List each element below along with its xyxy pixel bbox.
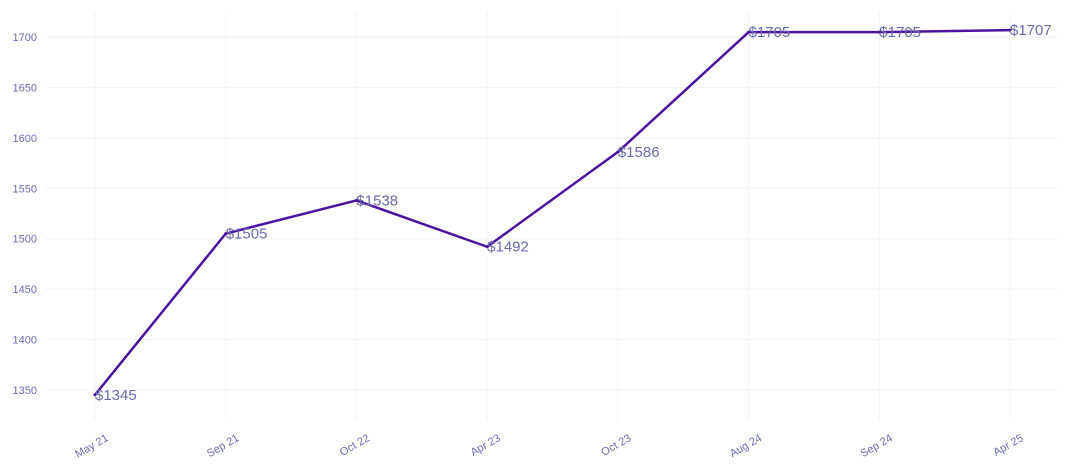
y-tick-label: 1700 bbox=[13, 32, 37, 44]
x-tick-label: May 21 bbox=[73, 432, 110, 460]
data-labels: $1345 $1505 $1538 $1492 $1586 $1705 $1705 $1707 bbox=[95, 22, 1052, 404]
y-tick-label: 1500 bbox=[13, 234, 37, 246]
data-point bbox=[1008, 28, 1012, 32]
data-label: $1705 bbox=[749, 24, 791, 41]
data-point bbox=[877, 30, 881, 34]
series-line bbox=[93, 28, 1012, 397]
data-label: $1345 bbox=[95, 387, 137, 404]
x-tick-label: Oct 23 bbox=[599, 432, 633, 459]
data-point bbox=[354, 198, 358, 202]
data-label: $1707 bbox=[1010, 22, 1052, 39]
data-point bbox=[224, 232, 228, 236]
x-axis-ticks: May 21 Sep 21 Oct 22 Apr 23 Oct 23 Aug 24 Sep … bbox=[73, 432, 1025, 460]
y-gridlines bbox=[45, 36, 1058, 391]
x-tick-label: Apr 25 bbox=[991, 432, 1025, 459]
y-tick-label: 1400 bbox=[13, 334, 37, 346]
x-gridlines bbox=[94, 12, 1011, 420]
data-point bbox=[616, 150, 620, 154]
y-tick-label: 1650 bbox=[13, 83, 37, 95]
data-label: $1586 bbox=[618, 144, 660, 161]
y-tick-label: 1550 bbox=[13, 183, 37, 195]
data-label: $1705 bbox=[879, 24, 921, 41]
series-group bbox=[93, 28, 1012, 397]
y-tick-label: 1450 bbox=[13, 284, 37, 296]
data-point bbox=[747, 30, 751, 34]
data-point bbox=[485, 245, 489, 249]
data-label: $1538 bbox=[356, 192, 398, 209]
data-point bbox=[93, 393, 97, 397]
x-tick-label: Apr 23 bbox=[469, 432, 503, 459]
data-label: $1505 bbox=[226, 226, 268, 243]
y-tick-label: 1600 bbox=[13, 133, 37, 145]
x-tick-label: Sep 24 bbox=[859, 432, 895, 460]
y-tick-label: 1350 bbox=[13, 385, 37, 397]
x-tick-label: Aug 24 bbox=[728, 432, 764, 460]
data-label: $1492 bbox=[487, 239, 529, 256]
x-tick-label: Oct 22 bbox=[338, 432, 372, 459]
x-tick-label: Sep 21 bbox=[205, 432, 241, 460]
y-axis-ticks: 1350 1400 1450 1500 1550 1600 1650 1700 bbox=[13, 32, 37, 397]
